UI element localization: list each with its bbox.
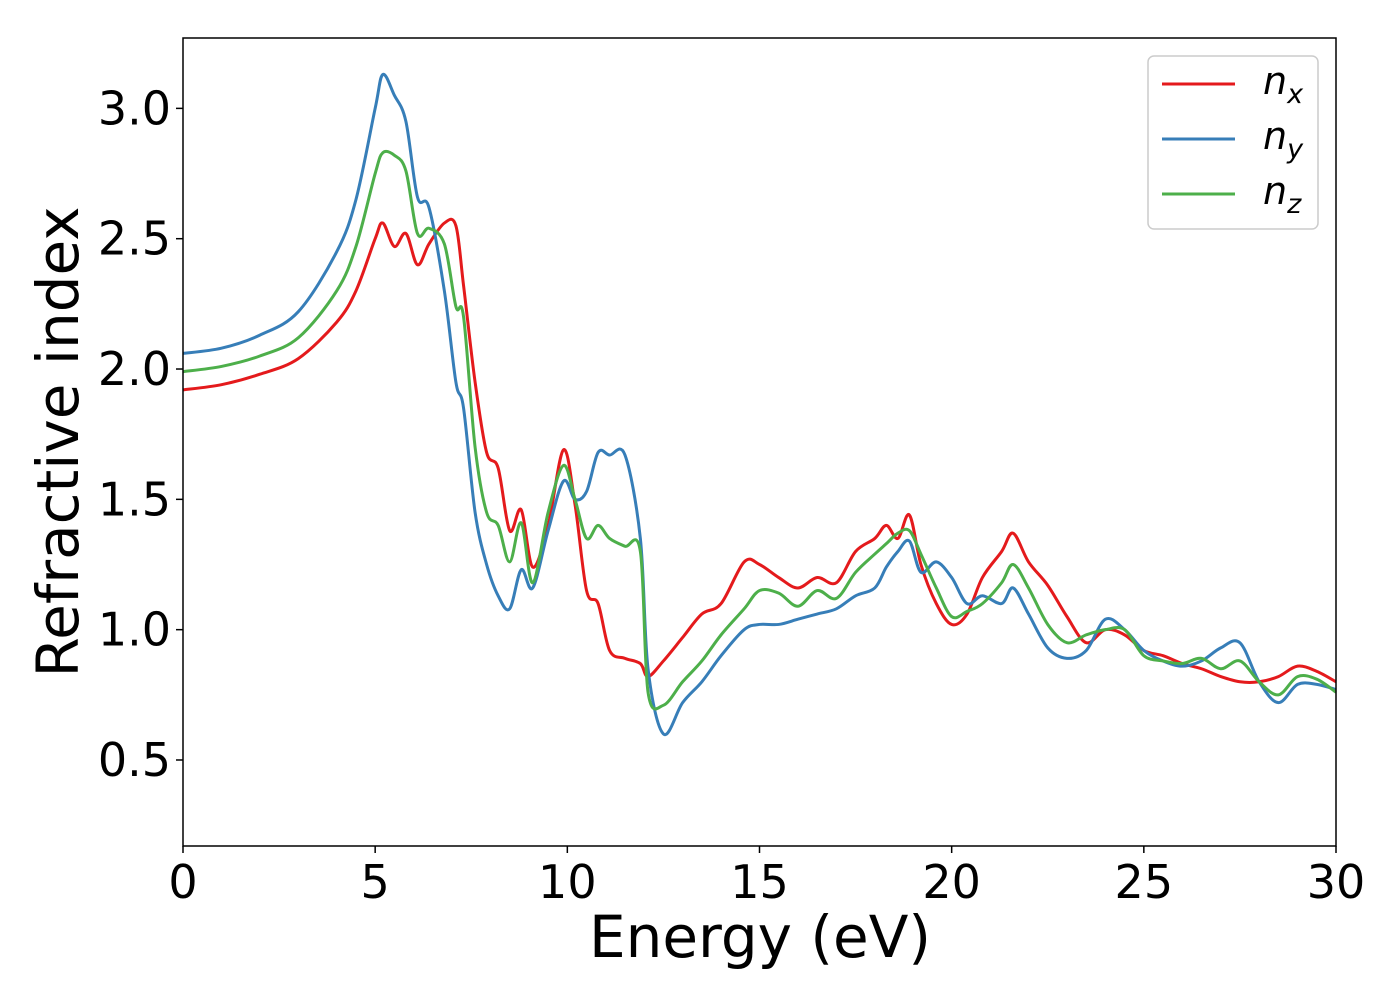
- legend-box: [1147, 55, 1319, 230]
- x-tick-label: 0: [168, 855, 197, 909]
- x-tick-label: 5: [361, 855, 390, 909]
- series-line-x: [182, 217, 1337, 684]
- x-tick-label: 25: [1115, 855, 1174, 909]
- y-tick-label: 2.0: [98, 342, 171, 396]
- series-line-z: [182, 149, 1337, 711]
- series-line-y: [182, 72, 1337, 737]
- y-axis-label: Refractive index: [24, 206, 92, 677]
- y-tick-label: 3.0: [98, 81, 171, 135]
- y-tick-label: 0.5: [98, 733, 171, 787]
- x-axis-label: Energy (eV): [589, 903, 931, 971]
- x-tick-label: 30: [1307, 855, 1366, 909]
- y-tick-label: 1.0: [98, 603, 171, 657]
- x-axis: 0 5 10 15 20 25 30: [168, 846, 1365, 909]
- y-axis: 0.5 1.0 1.5 2.0 2.5 3.0: [98, 81, 183, 787]
- x-tick-label: 20: [922, 855, 981, 909]
- series-layer: [182, 72, 1337, 737]
- x-tick-label: 15: [730, 855, 789, 909]
- y-tick-label: 2.5: [98, 212, 171, 266]
- x-tick-label: 10: [538, 855, 597, 909]
- y-tick-label: 1.5: [98, 472, 171, 526]
